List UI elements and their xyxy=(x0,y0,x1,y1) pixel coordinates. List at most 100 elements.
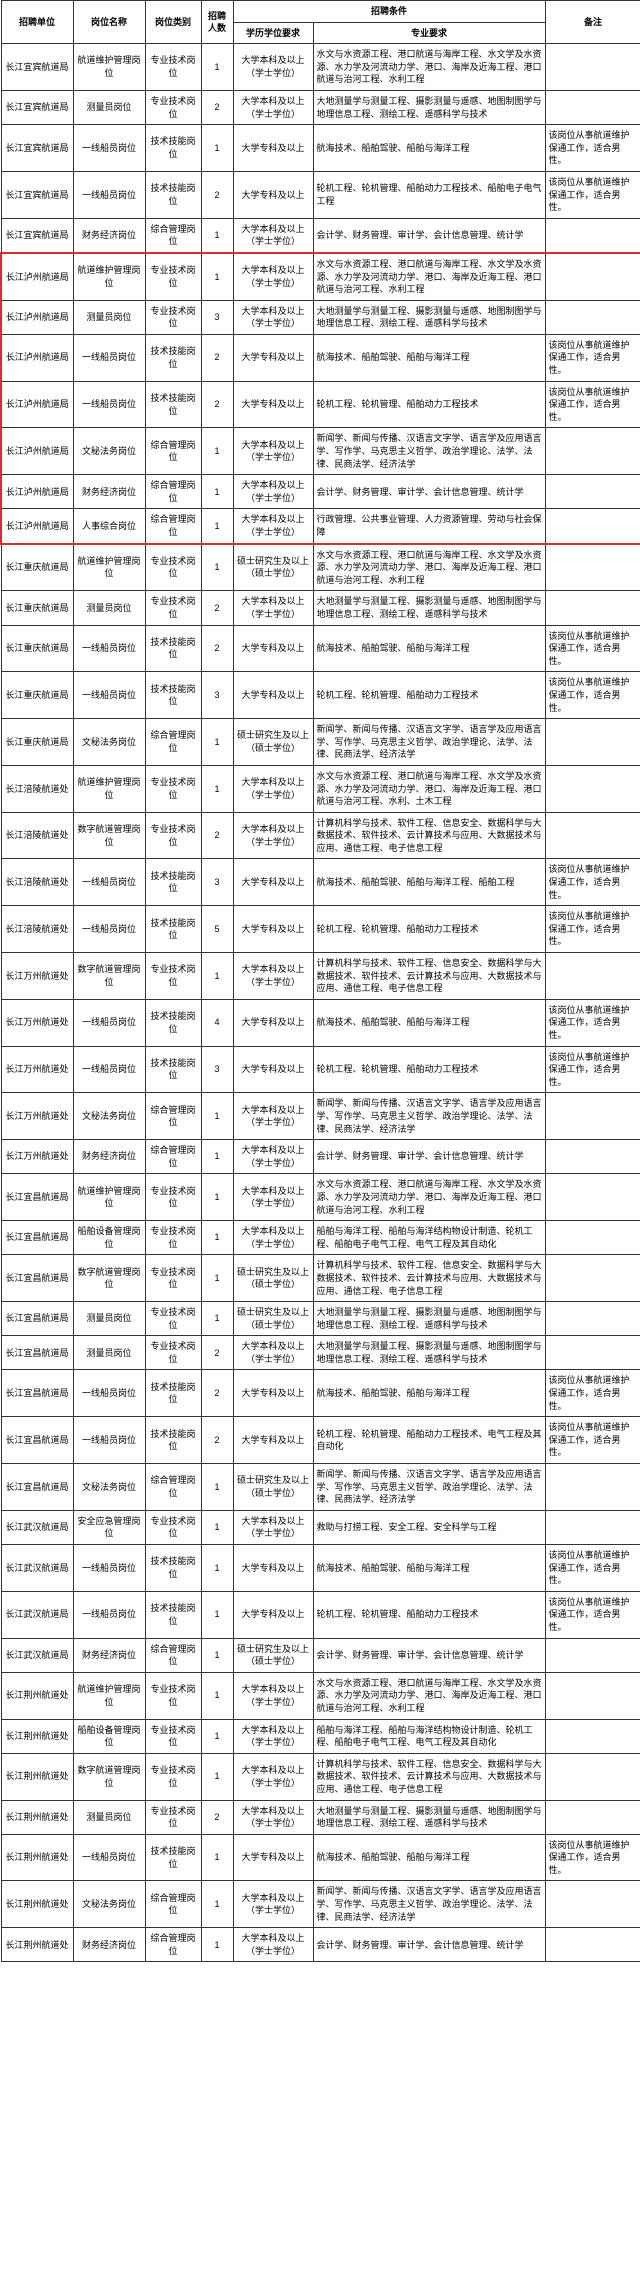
cell-count: 1 xyxy=(201,218,233,253)
cell-category: 技术技能岗位 xyxy=(145,125,201,172)
cell-edu: 硕士研究生及以上（硕士学位） xyxy=(233,1255,313,1302)
table-row: 长江宜宾航道局测量员岗位专业技术岗位2大学本科及以上（学士学位）大地测量学与测量… xyxy=(1,90,640,124)
cell-count: 2 xyxy=(201,591,233,625)
table-row: 长江荆州航道处数字航道管理岗位专业技术岗位1大学本科及以上（学士学位）计算机科学… xyxy=(1,1753,640,1800)
cell-req: 大地测量学与测量工程、摄影测量与遥感、地图制图学与地理信息工程、测绘工程、遥感科… xyxy=(313,1800,545,1834)
cell-count: 3 xyxy=(201,672,233,719)
cell-remark: 该岗位从事航道维护保通工作，适合男性。 xyxy=(545,1545,640,1592)
cell-edu: 大学本科及以上（学士学位） xyxy=(233,1221,313,1255)
cell-remark xyxy=(545,1510,640,1544)
cell-category: 技术技能岗位 xyxy=(145,999,201,1046)
cell-count: 1 xyxy=(201,1753,233,1800)
cell-edu: 大学本科及以上（学士学位） xyxy=(233,300,313,334)
table-row: 长江涪陵航道处一线船员岗位技术技能岗位5大学专科及以上轮机工程、轮机管理、船舶动… xyxy=(1,906,640,953)
cell-category: 综合管理岗位 xyxy=(145,719,201,766)
cell-unit: 长江涪陵航道处 xyxy=(1,812,73,859)
table-row: 长江宜昌航道局测量员岗位专业技术岗位2大学本科及以上（学士学位）大地测量学与测量… xyxy=(1,1336,640,1370)
cell-name: 一线船员岗位 xyxy=(73,625,145,672)
cell-category: 专业技术岗位 xyxy=(145,812,201,859)
cell-unit: 长江涪陵航道处 xyxy=(1,765,73,812)
cell-req: 航海技术、船舶驾驶、船舶与海洋工程 xyxy=(313,625,545,672)
cell-req: 航海技术、船舶驾驶、船舶与海洋工程 xyxy=(313,125,545,172)
cell-count: 1 xyxy=(201,1510,233,1544)
cell-req: 新闻学、新闻与传播、汉语言文字学、语言学及应用语言学、写作学、马克思主义哲学、政… xyxy=(313,1881,545,1928)
cell-req: 轮机工程、轮机管理、船舶动力工程技术 xyxy=(313,906,545,953)
cell-category: 综合管理岗位 xyxy=(145,218,201,253)
table-row: 长江万州航道处一线船员岗位技术技能岗位3大学专科及以上轮机工程、轮机管理、船舶动… xyxy=(1,1046,640,1093)
cell-req: 大地测量学与测量工程、摄影测量与遥感、地图制图学与地理信息工程、测绘工程、遥感科… xyxy=(313,300,545,334)
table-row: 长江武汉航道局安全应急管理岗位专业技术岗位1大学本科及以上（学士学位）救助与打捞… xyxy=(1,1510,640,1544)
cell-remark xyxy=(545,1672,640,1719)
cell-remark: 该岗位从事航道维护保通工作，适合男性。 xyxy=(545,334,640,381)
cell-unit: 长江重庆航道局 xyxy=(1,719,73,766)
table-row: 长江荆州航道处测量员岗位专业技术岗位2大学本科及以上（学士学位）大地测量学与测量… xyxy=(1,1800,640,1834)
cell-name: 财务经济岗位 xyxy=(73,1638,145,1672)
cell-category: 专业技术岗位 xyxy=(145,90,201,124)
cell-edu: 大学本科及以上（学士学位） xyxy=(233,1336,313,1370)
cell-edu: 大学本科及以上（学士学位） xyxy=(233,1174,313,1221)
cell-unit: 长江重庆航道局 xyxy=(1,544,73,591)
cell-edu: 大学专科及以上 xyxy=(233,1370,313,1417)
cell-name: 文秘法务岗位 xyxy=(73,1464,145,1511)
cell-name: 文秘法务岗位 xyxy=(73,1881,145,1928)
cell-category: 技术技能岗位 xyxy=(145,672,201,719)
cell-remark xyxy=(545,1928,640,1962)
cell-count: 3 xyxy=(201,859,233,906)
cell-category: 专业技术岗位 xyxy=(145,300,201,334)
cell-unit: 长江荆州航道处 xyxy=(1,1672,73,1719)
cell-edu: 大学本科及以上（学士学位） xyxy=(233,1140,313,1174)
cell-name: 文秘法务岗位 xyxy=(73,428,145,475)
cell-remark xyxy=(545,90,640,124)
cell-name: 一线船员岗位 xyxy=(73,1591,145,1638)
cell-unit: 长江宜昌航道局 xyxy=(1,1417,73,1464)
cell-category: 综合管理岗位 xyxy=(145,1928,201,1962)
cell-name: 财务经济岗位 xyxy=(73,1928,145,1962)
cell-remark xyxy=(545,475,640,509)
cell-category: 专业技术岗位 xyxy=(145,1672,201,1719)
table-row: 长江荆州航道处航道维护管理岗位专业技术岗位1大学本科及以上（学士学位）水文与水资… xyxy=(1,1672,640,1719)
cell-edu: 大学本科及以上（学士学位） xyxy=(233,218,313,253)
cell-count: 1 xyxy=(201,253,233,300)
cell-count: 1 xyxy=(201,1174,233,1221)
table-row: 长江宜昌航道局船舶设备管理岗位专业技术岗位1大学本科及以上（学士学位）船舶与海洋… xyxy=(1,1221,640,1255)
cell-req: 水文与水资源工程、港口航道与海岸工程、水文学及水资源、水力学及河流动力学、港口、… xyxy=(313,544,545,591)
cell-edu: 硕士研究生及以上（硕士学位） xyxy=(233,544,313,591)
table-row: 长江泸州航道局测量员岗位专业技术岗位3大学本科及以上（学士学位）大地测量学与测量… xyxy=(1,300,640,334)
cell-name: 财务经济岗位 xyxy=(73,1140,145,1174)
th-edu: 学历学位要求 xyxy=(233,22,313,44)
cell-edu: 大学本科及以上（学士学位） xyxy=(233,90,313,124)
cell-count: 1 xyxy=(201,1545,233,1592)
cell-edu: 硕士研究生及以上（硕士学位） xyxy=(233,719,313,766)
cell-count: 1 xyxy=(201,428,233,475)
table-row: 长江涪陵航道处航道维护管理岗位专业技术岗位1大学本科及以上（学士学位）水文与水资… xyxy=(1,765,640,812)
cell-req: 轮机工程、轮机管理、船舶动力工程技术 xyxy=(313,1591,545,1638)
cell-remark xyxy=(545,1336,640,1370)
cell-name: 数字航道管理岗位 xyxy=(73,1753,145,1800)
cell-name: 航道维护管理岗位 xyxy=(73,544,145,591)
table-row: 长江重庆航道局测量员岗位专业技术岗位2大学本科及以上（学士学位）大地测量学与测量… xyxy=(1,591,640,625)
cell-category: 技术技能岗位 xyxy=(145,1834,201,1881)
cell-unit: 长江泸州航道局 xyxy=(1,300,73,334)
table-row: 长江宜宾航道局一线船员岗位技术技能岗位1大学专科及以上航海技术、船舶驾驶、船舶与… xyxy=(1,125,640,172)
table-row: 长江重庆航道局航道维护管理岗位专业技术岗位1硕士研究生及以上（硕士学位）水文与水… xyxy=(1,544,640,591)
cell-name: 一线船员岗位 xyxy=(73,1417,145,1464)
cell-unit: 长江泸州航道局 xyxy=(1,381,73,428)
cell-edu: 大学专科及以上 xyxy=(233,1545,313,1592)
cell-unit: 长江宜宾航道局 xyxy=(1,218,73,253)
cell-unit: 长江万州航道处 xyxy=(1,1046,73,1093)
cell-remark: 该岗位从事航道维护保通工作，适合男性。 xyxy=(545,1834,640,1881)
cell-edu: 大学本科及以上（学士学位） xyxy=(233,475,313,509)
cell-count: 2 xyxy=(201,1417,233,1464)
cell-req: 会计学、财务管理、审计学、会计信息管理、统计学 xyxy=(313,1140,545,1174)
cell-name: 测量员岗位 xyxy=(73,591,145,625)
cell-unit: 长江宜昌航道局 xyxy=(1,1370,73,1417)
cell-name: 一线船员岗位 xyxy=(73,906,145,953)
cell-name: 财务经济岗位 xyxy=(73,218,145,253)
cell-unit: 长江万州航道处 xyxy=(1,1140,73,1174)
cell-edu: 大学专科及以上 xyxy=(233,1834,313,1881)
cell-edu: 大学专科及以上 xyxy=(233,125,313,172)
cell-remark: 该岗位从事航道维护保通工作，适合男性。 xyxy=(545,125,640,172)
table-row: 长江宜昌航道局一线船员岗位技术技能岗位2大学专科及以上轮机工程、轮机管理、船舶动… xyxy=(1,1417,640,1464)
cell-name: 测量员岗位 xyxy=(73,1302,145,1336)
cell-category: 专业技术岗位 xyxy=(145,591,201,625)
